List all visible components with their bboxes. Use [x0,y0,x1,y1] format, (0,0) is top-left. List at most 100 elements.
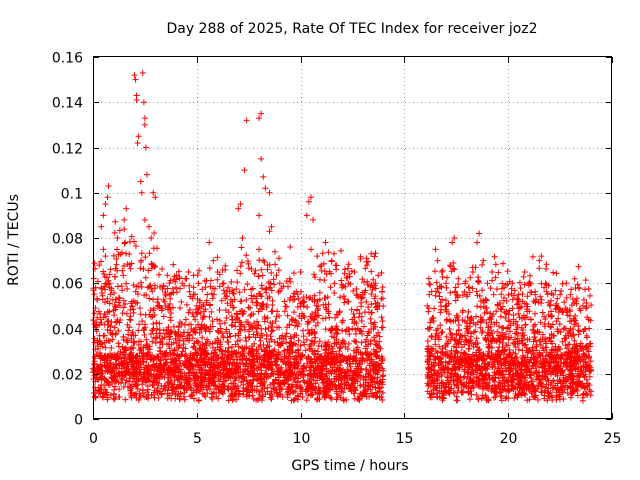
data-point [564,366,571,373]
y-tick-label: 0.12 [52,142,83,158]
data-point [219,350,226,357]
data-point [160,313,167,320]
data-point [107,392,114,399]
data-point [510,361,517,368]
data-point [551,352,558,359]
data-point [294,291,301,298]
data-point [97,316,104,323]
data-point [185,309,192,316]
data-point [111,324,118,331]
data-point [264,262,271,269]
data-point [105,182,112,189]
data-point [266,228,273,235]
data-point [291,396,298,403]
data-point [372,285,379,292]
data-point [437,359,444,366]
data-point [516,384,523,391]
data-point [531,394,538,401]
data-point [126,356,133,363]
data-point [269,379,276,386]
data-point [206,356,213,363]
data-point [352,326,359,333]
data-point [180,329,187,336]
data-point [184,379,191,386]
data-point [101,283,108,290]
data-point [353,365,360,372]
data-point [515,291,522,298]
data-point [315,383,322,390]
data-point [497,389,504,396]
data-point [301,314,308,321]
data-point [541,284,548,291]
data-point [322,361,329,368]
data-point [537,319,544,326]
data-point [443,284,450,291]
data-point [111,301,118,308]
data-point [258,375,265,382]
data-point [500,333,507,340]
data-point [569,296,576,303]
data-point [571,317,578,324]
data-point [183,301,190,308]
data-point [103,379,110,386]
data-point [124,260,131,267]
data-point [368,326,375,333]
data-point [252,372,259,379]
data-point [476,355,483,362]
data-point [519,315,526,322]
data-point [437,306,444,313]
data-point [308,362,315,369]
data-point [248,369,255,376]
data-point [186,282,193,289]
data-point [205,359,212,366]
data-point [204,338,211,345]
data-point [188,391,195,398]
data-point [191,395,198,402]
y-tick-label: 0.16 [52,51,83,67]
data-point [280,380,287,387]
data-point [505,358,512,365]
data-point [583,304,590,311]
data-point [265,325,272,332]
data-point [143,291,150,298]
data-point [365,379,372,386]
data-point [468,391,475,398]
data-point [153,379,160,386]
data-point [159,266,166,273]
data-point [253,352,260,359]
data-point [494,347,501,354]
data-point [463,337,470,344]
data-point [348,268,355,275]
data-point [310,316,317,323]
data-point [310,216,317,223]
data-point [233,373,240,380]
data-point [581,355,588,362]
data-point [111,229,118,236]
data-point [352,338,359,345]
data-point [93,351,100,358]
data-point [290,270,297,277]
data-point [549,385,556,392]
data-point [193,302,200,309]
data-point [332,326,339,333]
data-point [473,374,480,381]
data-point [553,396,560,403]
data-point [275,365,282,372]
data-point [122,301,129,308]
data-point [314,377,321,384]
data-point [317,263,324,270]
data-point [310,384,317,391]
data-point [577,307,584,314]
data-point [318,262,325,269]
data-point [528,378,535,385]
data-point [245,265,252,272]
data-point [162,302,169,309]
data-point [232,369,239,376]
data-point [536,369,543,376]
data-point [496,379,503,386]
data-point [347,385,354,392]
data-point [176,275,183,282]
data-point [327,284,334,291]
data-point [203,360,210,367]
data-point [236,289,243,296]
